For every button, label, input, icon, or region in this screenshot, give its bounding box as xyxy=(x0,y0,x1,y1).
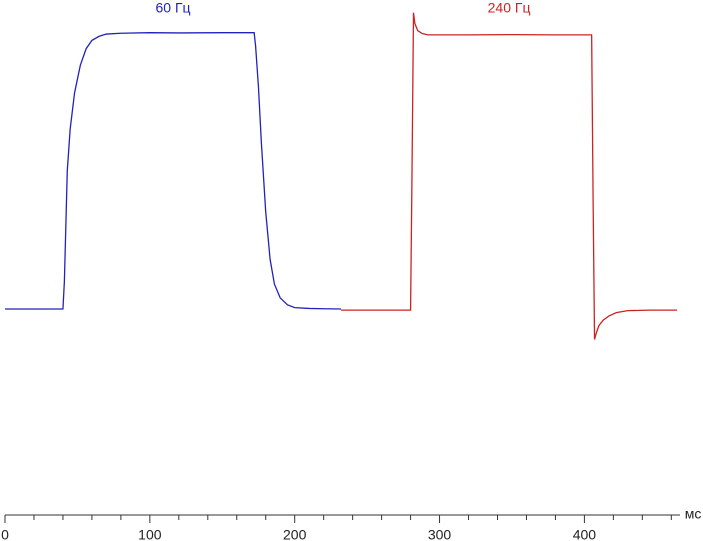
x-tick-label: 0 xyxy=(1,527,9,541)
x-axis-label: мс xyxy=(685,506,702,522)
series-line xyxy=(5,32,342,310)
x-tick-label: 100 xyxy=(138,527,162,541)
x-tick-label: 200 xyxy=(283,527,307,541)
series-label: 60 Гц xyxy=(155,0,190,16)
series-line xyxy=(341,12,678,340)
series-label: 240 Гц xyxy=(488,0,531,16)
x-tick-label: 300 xyxy=(428,527,452,541)
x-tick-label: 400 xyxy=(573,527,597,541)
